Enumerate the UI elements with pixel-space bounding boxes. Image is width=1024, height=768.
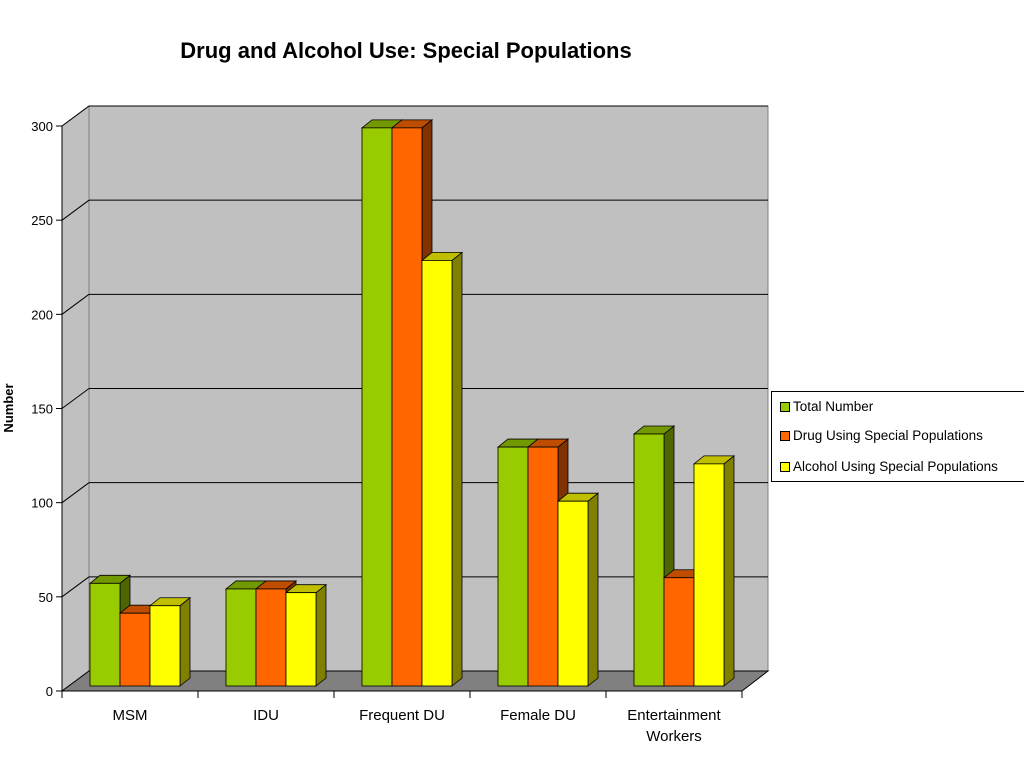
gridline-side: [61, 482, 90, 504]
legend: Total Number Drug Using Special Populati…: [771, 391, 1024, 482]
x-tick-label-msm: MSM: [113, 707, 148, 724]
legend-label-drug-using: Drug Using Special Populations: [793, 428, 983, 443]
bar-entertainment-workers-alcohol-using-special-populations-side: [723, 455, 735, 687]
x-tick-label-idu: IDU: [253, 707, 279, 724]
bar-msm-alcohol-using-special-populations-side: [179, 596, 191, 687]
bar-entertainment-workers-alcohol-using-special-populations: [693, 463, 725, 687]
bar-female-du-total-number: [497, 446, 529, 687]
legend-swatch-drug-using: [780, 431, 790, 441]
y-axis-label: Number: [1, 383, 16, 432]
x-tick-label-entertainment-workers: Workers: [646, 728, 702, 745]
y-tick-label: 50: [39, 590, 53, 605]
y-tick-label: 0: [46, 684, 53, 699]
bar-entertainment-workers-drug-using-special-populations: [663, 577, 695, 687]
x-tick-label-female-du: Female DU: [500, 707, 576, 724]
y-tick-label: 150: [31, 402, 53, 417]
bar-frequent-du-alcohol-using-special-populations: [421, 259, 453, 687]
gridline-side: [61, 576, 90, 598]
bar-idu-alcohol-using-special-populations: [285, 592, 317, 687]
gridline-side: [61, 388, 90, 409]
bar-frequent-du-alcohol-using-special-populations-side: [451, 251, 463, 687]
bar-idu-total-number: [225, 588, 257, 687]
legend-label-alcohol-using: Alcohol Using Special Populations: [793, 459, 998, 474]
legend-item-alcohol-using: Alcohol Using Special Populations: [780, 459, 998, 475]
bar-frequent-du-total-number: [361, 127, 393, 687]
y-tick-label: 200: [31, 307, 53, 322]
legend-swatch-total-number: [780, 402, 790, 412]
bar-frequent-du-drug-using-special-populations: [391, 127, 423, 687]
gridline-side: [61, 293, 90, 315]
bar-female-du-alcohol-using-special-populations: [557, 500, 589, 687]
bar-idu-alcohol-using-special-populations-side: [315, 583, 327, 687]
gridline-side: [61, 199, 90, 221]
x-tick-label-entertainment-workers: Entertainment: [627, 707, 721, 724]
chart-title: Drug and Alcohol Use: Special Population…: [180, 38, 631, 63]
plot-area: 0 50 100 150 200 250 300 MSM IDU Frequent DU Femal…: [31, 105, 770, 745]
legend-item-drug-using: Drug Using Special Populations: [780, 428, 983, 444]
y-tick-label: 100: [31, 496, 53, 511]
legend-swatch-alcohol-using: [780, 462, 790, 472]
gridline-side: [61, 105, 90, 127]
y-tick-label: 250: [31, 213, 53, 228]
y-tick-label: 300: [31, 119, 53, 134]
bar-entertainment-workers-total-number: [633, 433, 665, 687]
bar-female-du-alcohol-using-special-populations-side: [587, 492, 599, 687]
legend-label-total-number: Total Number: [793, 399, 874, 414]
legend-item-total-number: Total Number: [780, 399, 874, 415]
bar-msm-alcohol-using-special-populations: [149, 605, 181, 687]
bar-msm-total-number: [89, 582, 121, 687]
x-tick-label-frequent-du: Frequent DU: [359, 707, 445, 724]
bar-msm-drug-using-special-populations: [119, 612, 151, 687]
bar-idu-drug-using-special-populations: [255, 588, 287, 687]
bar-female-du-drug-using-special-populations: [527, 446, 559, 687]
